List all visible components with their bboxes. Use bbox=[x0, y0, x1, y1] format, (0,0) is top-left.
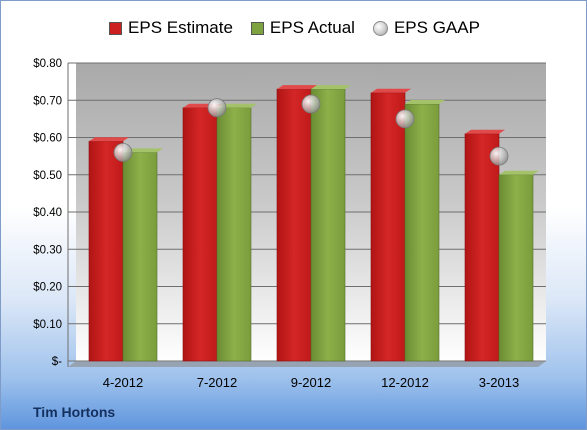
legend-item-eps-gaap: EPS GAAP bbox=[372, 18, 480, 38]
x-tick-label: 12-2012 bbox=[381, 375, 429, 390]
x-tick-label: 9-2012 bbox=[291, 375, 331, 390]
bar-eps-actual bbox=[404, 103, 440, 362]
legend-swatch bbox=[250, 21, 264, 35]
legend-swatch bbox=[372, 20, 388, 36]
y-tick-label: $0.10 bbox=[33, 319, 62, 331]
y-tick-label: $0.50 bbox=[33, 170, 62, 182]
legend-swatch bbox=[109, 21, 123, 35]
bar-eps-actual bbox=[122, 152, 158, 362]
bar-eps-estimate bbox=[88, 140, 124, 362]
marker-eps-gaap bbox=[207, 98, 227, 118]
bar-eps-actual bbox=[216, 107, 252, 362]
bar-top-eps-estimate bbox=[89, 137, 129, 142]
bar-top-eps-estimate bbox=[371, 88, 411, 93]
legend-label: EPS GAAP bbox=[393, 18, 480, 37]
bar-top-eps-actual bbox=[311, 85, 351, 90]
company-name: Tim Hortons bbox=[33, 404, 116, 420]
bar-eps-estimate bbox=[276, 88, 312, 362]
y-tick-label: $0.70 bbox=[33, 95, 62, 107]
bar-eps-actual bbox=[498, 174, 534, 362]
marker-eps-gaap bbox=[489, 146, 509, 166]
marker-eps-gaap bbox=[395, 109, 415, 129]
y-tick-label: $0.40 bbox=[33, 207, 62, 219]
bar-top-eps-estimate bbox=[277, 85, 317, 90]
bar-top-eps-actual bbox=[123, 148, 163, 153]
legend-label: EPS Estimate bbox=[128, 18, 233, 37]
marker-eps-gaap bbox=[301, 94, 321, 114]
y-tick-label: $0.20 bbox=[33, 282, 62, 294]
y-tick-label: $- bbox=[52, 356, 62, 368]
legend-item-eps-actual: EPS Actual bbox=[250, 18, 355, 38]
x-tick-label: 3-2013 bbox=[479, 375, 519, 390]
chart-floor bbox=[68, 361, 546, 367]
bar-top-eps-estimate bbox=[465, 129, 505, 134]
bar-eps-estimate bbox=[182, 107, 218, 362]
bar-eps-estimate bbox=[464, 133, 500, 362]
bar-eps-estimate bbox=[370, 92, 406, 362]
bar-top-eps-actual bbox=[217, 103, 257, 108]
marker-eps-gaap bbox=[113, 142, 133, 162]
y-tick-label: $0.30 bbox=[33, 244, 62, 256]
chart-legend: EPS Estimate EPS Actual EPS GAAP bbox=[1, 18, 586, 38]
bar-top-eps-actual bbox=[499, 170, 539, 175]
x-tick-label: 4-2012 bbox=[103, 375, 143, 390]
bar-eps-actual bbox=[310, 88, 346, 362]
x-tick-label: 7-2012 bbox=[197, 375, 237, 390]
bar-top-eps-actual bbox=[405, 99, 445, 104]
y-tick-label: $0.80 bbox=[33, 58, 62, 70]
legend-label: EPS Actual bbox=[269, 18, 355, 37]
y-tick-label: $0.60 bbox=[33, 133, 62, 145]
legend-item-eps-estimate: EPS Estimate bbox=[109, 18, 233, 38]
